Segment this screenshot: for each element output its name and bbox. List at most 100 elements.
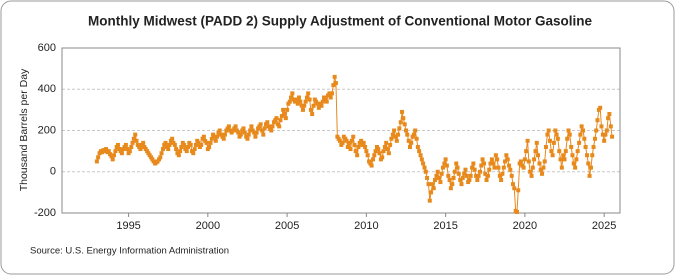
data-point xyxy=(376,147,381,152)
data-point xyxy=(551,140,556,145)
data-point xyxy=(415,145,420,149)
data-point xyxy=(371,157,376,162)
data-point xyxy=(167,142,172,147)
data-point xyxy=(569,145,574,149)
data-point xyxy=(170,136,175,141)
data-point xyxy=(357,140,362,145)
data-point xyxy=(434,173,439,178)
data-point xyxy=(182,142,187,147)
data-point xyxy=(299,103,304,108)
y-tick-label: 0 xyxy=(50,166,56,178)
data-point xyxy=(300,107,305,112)
data-point xyxy=(562,157,567,162)
data-point xyxy=(386,151,391,156)
data-point xyxy=(459,182,464,187)
data-point xyxy=(331,83,336,88)
data-point xyxy=(267,126,272,131)
data-point xyxy=(137,145,142,149)
data-point xyxy=(407,145,412,149)
data-point xyxy=(221,136,226,141)
data-point xyxy=(538,167,543,172)
data-point xyxy=(207,145,212,149)
source: Source: U.S. Energy Information Administ… xyxy=(30,246,229,257)
data-point xyxy=(553,128,558,133)
data-point xyxy=(302,103,307,108)
data-point xyxy=(340,140,345,145)
data-point xyxy=(451,175,456,180)
data-point xyxy=(256,126,261,131)
data-point xyxy=(191,151,196,156)
data-point xyxy=(273,118,278,123)
data-point xyxy=(385,147,390,152)
data-point xyxy=(195,138,200,143)
data-point xyxy=(393,134,398,139)
data-point xyxy=(134,138,139,143)
data-point xyxy=(318,101,323,106)
data-point xyxy=(530,165,535,170)
data-point xyxy=(398,120,403,125)
data-point xyxy=(452,169,457,174)
data-point xyxy=(250,128,255,133)
data-point xyxy=(129,145,134,149)
data-point xyxy=(578,132,583,137)
data-point xyxy=(141,140,146,145)
data-point xyxy=(291,97,296,102)
data-point xyxy=(312,97,317,102)
data-point xyxy=(234,128,239,133)
y-tick-label: 200 xyxy=(38,124,56,136)
data-point xyxy=(606,116,611,121)
data-point xyxy=(225,126,230,131)
data-point xyxy=(341,134,346,139)
data-point xyxy=(458,178,463,182)
data-point xyxy=(571,161,576,166)
data-point xyxy=(440,165,445,170)
data-point xyxy=(100,150,105,155)
data-point xyxy=(254,130,259,135)
data-point xyxy=(427,198,432,203)
data-point xyxy=(127,149,132,154)
data-point xyxy=(344,138,349,143)
data-point xyxy=(290,91,295,96)
data-point xyxy=(425,175,430,180)
data-point xyxy=(529,173,534,178)
data-point xyxy=(456,171,461,176)
data-point xyxy=(150,157,155,162)
data-point xyxy=(131,136,136,141)
data-point xyxy=(599,124,604,129)
data-point xyxy=(145,149,150,154)
data-point xyxy=(258,122,263,127)
data-point xyxy=(106,149,111,154)
data-point xyxy=(333,81,338,86)
data-point xyxy=(512,186,517,191)
data-point xyxy=(245,136,250,141)
data-point xyxy=(197,145,202,149)
data-point xyxy=(308,107,313,112)
data-point xyxy=(444,163,449,168)
data-point xyxy=(577,140,582,145)
data-point xyxy=(275,122,280,127)
x-tick-label: 2025 xyxy=(592,220,616,232)
data-point xyxy=(192,147,197,152)
data-point xyxy=(471,161,476,166)
data-point xyxy=(369,163,374,168)
data-point xyxy=(293,99,298,104)
data-point xyxy=(501,165,506,170)
data-point xyxy=(283,116,288,121)
data-point xyxy=(158,155,163,160)
data-point xyxy=(249,124,254,129)
data-point xyxy=(228,128,233,133)
data-point xyxy=(163,140,168,145)
data-point xyxy=(430,182,435,187)
data-point xyxy=(253,134,258,139)
data-point xyxy=(439,171,444,176)
data-point xyxy=(549,149,554,154)
data-point xyxy=(319,103,324,108)
data-point xyxy=(526,159,531,164)
data-point xyxy=(159,151,164,156)
data-point xyxy=(126,151,131,156)
data-point xyxy=(476,173,481,178)
data-point xyxy=(260,128,265,133)
data-point xyxy=(261,132,266,137)
data-point xyxy=(151,159,156,164)
